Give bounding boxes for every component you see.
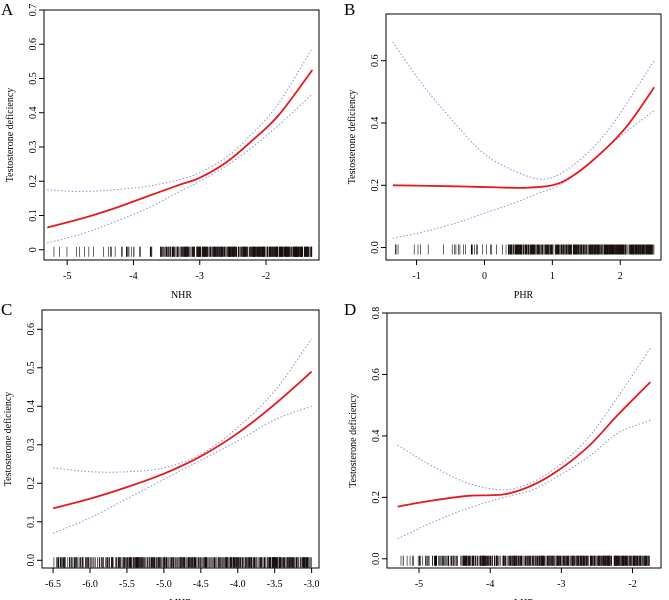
y-tick-label: 0.5 [28, 72, 39, 85]
panel-label: C [1, 300, 12, 319]
y-tick-label: 0.1 [28, 209, 39, 222]
panel-label: B [344, 0, 355, 19]
x-tick-label: 1 [550, 271, 555, 282]
x-axis-label: PHR [514, 290, 534, 301]
x-tick-label: -4.5 [193, 579, 209, 590]
y-tick-label: 0.2 [371, 491, 382, 504]
x-tick-label: 2 [618, 271, 623, 282]
y-tick-label: 0.2 [28, 175, 39, 188]
ci-upper-line [53, 338, 313, 473]
x-tick-label: -3 [557, 579, 565, 590]
panel-b: B 0.0 0.2 0.4 0.6 -1 0 1 2 PHR Testosterone defici… [344, 0, 662, 301]
estimate-line [52, 370, 313, 510]
y-tick-label: 0.6 [371, 368, 382, 381]
y-tick-label: 0.1 [26, 516, 37, 529]
plot-frame [386, 312, 662, 569]
x-tick-label: -4 [129, 271, 137, 282]
x-tick-label: 0 [482, 271, 487, 282]
x-tick-label: -5.0 [156, 579, 172, 590]
y-tick-label: 0.2 [370, 179, 381, 192]
ci-lower-line [47, 93, 313, 244]
x-tick-label: -4 [486, 579, 494, 590]
y-tick-label: 0.8 [371, 307, 382, 320]
plot-frame [41, 309, 320, 569]
y-axis-label: Testosterone deficiency [5, 88, 16, 183]
y-tick-label: 0.6 [28, 38, 39, 51]
y-tick-label: 0.7 [28, 4, 39, 17]
y-tick-label: 0.0 [371, 553, 382, 566]
panel-d: D 0.0 0.2 0.4 0.6 0.8 -5 -4 -3 -2 LHR Testosterone … [344, 300, 662, 600]
y-axis-label: Testosterone deficiency [347, 90, 358, 185]
y-tick-label: 0.3 [28, 141, 39, 154]
ci-lower-line [52, 405, 312, 534]
rug [53, 246, 313, 257]
ci-lower-line [397, 420, 651, 540]
y-tick-label: 0.5 [26, 362, 37, 375]
estimate-line [392, 86, 655, 189]
x-tick-label: -5 [415, 579, 423, 590]
y-tick-label: 0.2 [26, 477, 37, 490]
x-tick-label: -4.0 [230, 579, 246, 590]
x-tick-label: -3.0 [304, 579, 320, 590]
estimate-line [47, 69, 314, 229]
panel-a: A 0 0.1 0.2 0.3 0.4 0.5 0.6 0.7 -5 -4 -3 -2 NHR Testos… [1, 0, 320, 301]
x-tick-label: -3 [196, 271, 204, 282]
y-tick-label: 0.0 [370, 241, 381, 254]
y-axis-label: Testosterone deficiency [348, 393, 359, 488]
plot-frame [43, 9, 320, 261]
x-tick-label: -6.0 [82, 579, 98, 590]
estimate-line [397, 381, 651, 508]
panel-label: A [1, 0, 14, 19]
rug [395, 244, 655, 255]
x-axis-label: NHR [171, 290, 192, 301]
y-tick-label: 0.0 [26, 554, 37, 567]
panel-label: D [344, 300, 356, 319]
y-tick-label: 0.4 [28, 106, 39, 119]
panel-c: C 0.0 0.1 0.2 0.3 0.4 0.5 0.6 -6.5 -6.0 -5.5 -5.0 -4… [1, 300, 320, 600]
x-tick-label: -6.5 [45, 579, 61, 590]
y-tick-label: 0.6 [26, 323, 37, 336]
x-axis-label: LHR [514, 598, 534, 600]
y-tick-label: 0.3 [26, 439, 37, 452]
y-tick-label: 0.4 [370, 117, 381, 129]
y-tick-label: 0 [28, 247, 39, 252]
x-tick-label: -5 [63, 271, 71, 282]
plot-frame [385, 13, 662, 261]
x-axis-label: MHR [169, 598, 192, 600]
x-tick-label: -2 [628, 579, 636, 590]
y-tick-label: 0.6 [370, 54, 381, 67]
y-tick-label: 0.4 [26, 400, 37, 413]
y-axis-label: Testosterone deficiency [3, 392, 14, 487]
x-tick-label: -3.5 [267, 579, 283, 590]
y-tick-label: 0.4 [371, 430, 382, 443]
ci-upper-line [392, 41, 655, 180]
x-tick-label: -2 [262, 271, 270, 282]
x-tick-label: -1 [412, 271, 420, 282]
x-tick-label: -5.5 [119, 579, 135, 590]
rug [53, 557, 312, 568]
ci-upper-line [397, 348, 651, 491]
ci-upper-line [47, 47, 313, 193]
rug [400, 555, 650, 566]
